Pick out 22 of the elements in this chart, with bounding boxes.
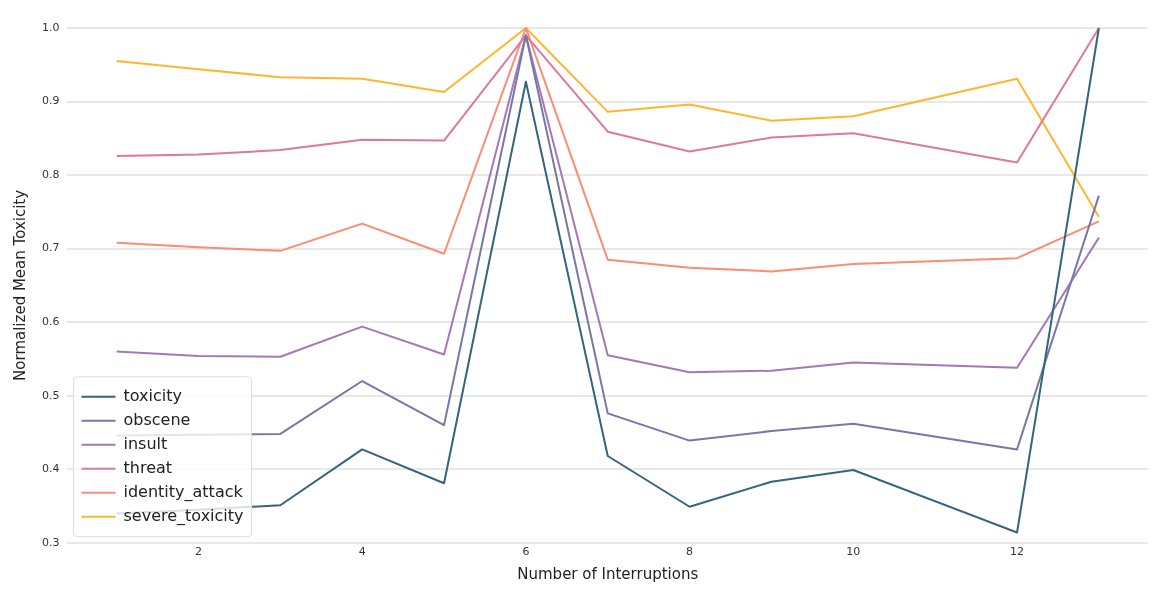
y-tick-label: 0.4: [41, 462, 60, 476]
x-tick-label: 4: [358, 545, 366, 559]
x-axis-title: Number of Interruptions: [517, 564, 699, 583]
y-tick-label: 0.9: [41, 94, 60, 108]
x-tick-label: 2: [194, 545, 202, 559]
legend-label: obscene: [123, 409, 191, 429]
y-tick-label: 0.5: [41, 388, 60, 402]
x-tick-label: 10: [846, 545, 861, 559]
y-tick-label: 0.8: [41, 167, 60, 181]
x-tick-label: 6: [522, 545, 530, 559]
legend-label: toxicity: [123, 385, 182, 405]
y-tick-label: 0.7: [41, 241, 60, 255]
legend-label: insult: [123, 433, 168, 453]
y-tick-label: 0.6: [41, 315, 60, 329]
y-axis-title: Normalized Mean Toxicity: [10, 189, 29, 381]
y-tick-label: 0.3: [41, 535, 60, 549]
legend-label: identity_attack: [123, 481, 244, 502]
x-tick-label: 8: [686, 545, 694, 559]
legend-label: threat: [123, 457, 173, 477]
y-tick-label: 1.0: [41, 20, 60, 34]
x-tick-label: 12: [1010, 545, 1025, 559]
legend-label: severe_toxicity: [123, 505, 244, 526]
